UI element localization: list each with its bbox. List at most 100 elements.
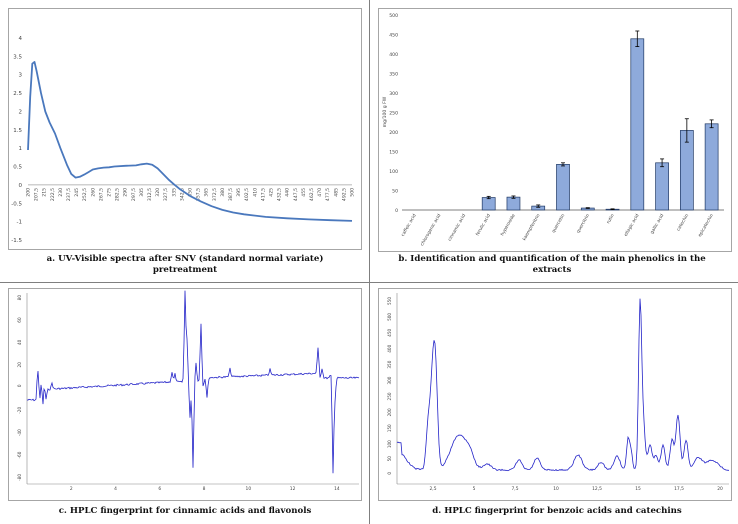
y-tick-label: 1.5 (13, 128, 22, 134)
x-tick-label: 6 (158, 486, 161, 492)
y-tick-label: 250 (387, 392, 392, 400)
y-tick-label: 450 (389, 32, 398, 38)
x-tick-label: 492,5 (341, 188, 347, 201)
y-tick-label: -60 (17, 451, 22, 458)
y-tick-label: 0 (387, 472, 392, 475)
x-tick-label: 365 (204, 188, 210, 197)
x-tick-label: 402,5 (244, 188, 250, 201)
hplc-trace-cinnamic (26, 290, 360, 474)
x-tick-label: 237,5 (66, 188, 72, 201)
x-tick-label: 222,5 (50, 188, 56, 201)
x-tick-label: 357,5 (196, 188, 202, 201)
y-tick-label: -20 (17, 407, 22, 414)
x-tick-label: 2,5 (430, 486, 437, 492)
panel-divider-horizontal (0, 282, 738, 283)
x-tick-label: 282,5 (115, 188, 121, 201)
y-tick-label: 20 (17, 362, 22, 368)
x-tick-label: 387,5 (228, 188, 234, 201)
y-tick-label: 4 (19, 36, 23, 42)
panel-c-caption: c. HPLC fingerprint for cinnamic acids a… (58, 506, 312, 516)
x-tick-label: 297,5 (131, 188, 137, 201)
panel-b-frame (378, 8, 732, 252)
x-tick-label: 15 (635, 486, 641, 492)
y-tick-label: 500 (389, 13, 398, 19)
x-tick-label: 312,5 (147, 188, 153, 201)
y-tick-label: 3.5 (13, 54, 22, 60)
y-tick-label: 80 (17, 295, 22, 301)
x-tick-label: 470 (317, 188, 323, 197)
x-tick-label: 410 (252, 188, 258, 197)
y-tick-label: 100 (389, 169, 398, 175)
x-tick-label: 267,5 (98, 188, 104, 201)
panel-c-frame (8, 288, 362, 501)
y-tick-label: 350 (387, 360, 392, 368)
y-tick-label: -0.5 (11, 201, 22, 207)
x-tick-label: 12 (290, 486, 296, 492)
x-tick-label: 432,5 (277, 188, 283, 201)
y-tick-label: 60 (17, 317, 22, 323)
y-tick-label: 350 (389, 71, 398, 77)
x-tick-label: 215 (42, 188, 48, 197)
y-tick-label: -1.5 (11, 238, 22, 244)
x-tick-label: 462,5 (309, 188, 315, 201)
x-tick-label: 8 (203, 486, 206, 492)
x-tick-label: 5 (473, 486, 476, 492)
x-tick-label: 12,5 (592, 486, 602, 492)
y-tick-label: 150 (389, 149, 398, 155)
panel-b-caption: b. Identification and quantification of … (398, 254, 706, 275)
y-tick-label: 450 (387, 328, 392, 336)
x-tick-label: 290 (123, 188, 129, 197)
x-tick-label: 200 (26, 188, 32, 197)
y-axis-label: mg/100 g FW (382, 96, 388, 127)
y-tick-label: 100 (387, 440, 392, 448)
x-tick-label: 10 (553, 486, 559, 492)
x-tick-label: 4 (114, 486, 117, 492)
y-tick-label: 40 (17, 339, 22, 345)
x-tick-label: 10 (246, 486, 252, 492)
x-tick-label: 335 (171, 188, 177, 197)
y-tick-label: 250 (389, 110, 398, 116)
y-tick-label: 300 (389, 91, 398, 97)
y-tick-label: 1 (19, 146, 23, 152)
y-tick-label: 550 (387, 297, 392, 305)
panel-a-frame (8, 8, 362, 250)
y-tick-label: 0 (395, 208, 398, 214)
x-tick-label: 327,5 (163, 188, 169, 201)
x-tick-label: 447,5 (293, 188, 299, 201)
x-tick-label: 342,5 (179, 188, 185, 201)
x-tick-label: 395 (236, 188, 242, 197)
hplc-trace-benzoic (396, 298, 730, 472)
y-tick-label: 0.5 (13, 165, 22, 171)
panel-a-caption: a. UV-Visible spectra after SNV (standar… (46, 254, 324, 275)
x-tick-label: 477,5 (325, 188, 331, 201)
x-tick-label: 230 (58, 188, 64, 197)
y-tick-label: 500 (387, 313, 392, 321)
y-tick-label: 400 (389, 52, 398, 58)
x-tick-label: 252,5 (82, 188, 88, 201)
x-tick-label: 417,5 (260, 188, 266, 201)
x-tick-label: 500 (350, 188, 356, 197)
y-tick-label: 2.5 (13, 91, 22, 97)
panel-divider-vertical (369, 0, 370, 524)
panel-d-caption: d. HPLC fingerprint for benzoic acids an… (432, 506, 682, 516)
x-tick-label: 485 (333, 188, 339, 197)
x-tick-label: 372,5 (212, 188, 218, 201)
y-tick-label: 400 (387, 344, 392, 352)
y-tick-label: 150 (387, 424, 392, 432)
x-category-label: rutin (605, 213, 615, 225)
y-tick-label: -40 (17, 429, 22, 436)
x-tick-label: 260 (90, 188, 96, 197)
y-tick-label: 50 (392, 188, 398, 194)
x-tick-label: 380 (220, 188, 226, 197)
x-tick-label: 207,5 (34, 188, 40, 201)
x-tick-label: 350 (188, 188, 194, 197)
y-tick-label: 200 (389, 130, 398, 136)
x-tick-label: 20 (717, 486, 723, 492)
y-tick-label: -80 (17, 474, 22, 481)
y-tick-label: 50 (387, 456, 392, 462)
x-tick-label: 425 (269, 188, 275, 197)
x-tick-label: 2 (70, 486, 73, 492)
